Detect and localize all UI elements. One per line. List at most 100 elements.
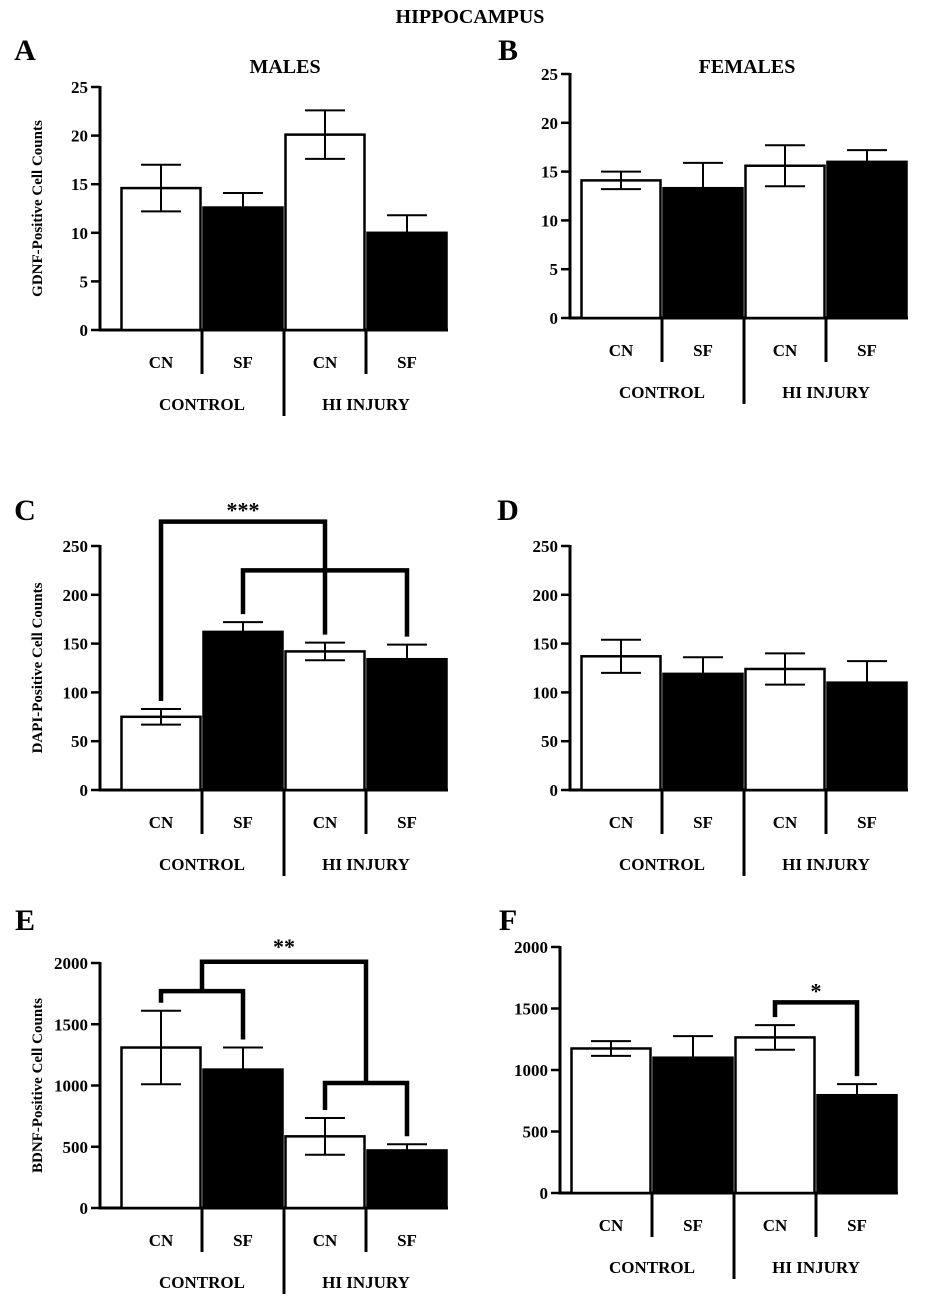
significance-bracket <box>158 988 246 1040</box>
y-tick-label: 500 <box>523 1123 549 1142</box>
bar-cn-1 <box>580 655 662 792</box>
panel-letter: E <box>15 904 35 937</box>
x-category-label: CN <box>609 341 634 360</box>
panel-c: C DAPI-Positive Cell Counts 0 50 100 150 200 25… <box>14 494 448 876</box>
bar-sf-2 <box>662 186 744 320</box>
x-group-label: HI INJURY <box>322 395 410 414</box>
significance-bracket <box>240 568 410 637</box>
y-tick-label: 1000 <box>514 1061 548 1080</box>
significance-bracket <box>199 959 369 1084</box>
x-group-label: HI INJURY <box>322 1273 410 1292</box>
y-tick-label: 500 <box>63 1138 89 1157</box>
x-category-label: SF <box>233 813 253 832</box>
bar-sf-2 <box>202 206 284 332</box>
panel-title: MALES <box>249 56 320 78</box>
x-category-label: SF <box>233 353 253 372</box>
x-group-label: HI INJURY <box>782 383 870 402</box>
panel-e: E BDNF-Positive Cell Counts 0 500 1000 1500 20… <box>15 904 448 1294</box>
bar-sf-4 <box>826 681 908 792</box>
significance-label: *** <box>227 498 260 523</box>
y-tick-label: 100 <box>533 683 559 702</box>
bar-sf-2 <box>202 1068 284 1210</box>
bar-sf-2 <box>202 630 284 792</box>
x-category-label: SF <box>693 341 713 360</box>
bar-sf-2 <box>662 672 744 792</box>
panel-b: B FEMALES 0 5 10 15 20 25 CN SF CN SF CONTROL HI INJU… <box>498 34 908 404</box>
y-axis-label: BDNF-Positive Cell Counts <box>30 998 46 1173</box>
panel-d: D 0 50 100 150 200 250 CN SF CN SF CONTROL HI INJURY <box>497 494 908 876</box>
bar-sf-4 <box>366 657 448 792</box>
x-category-label: CN <box>609 813 634 832</box>
y-tick-label: 0 <box>80 781 89 800</box>
x-category-label: CN <box>149 813 174 832</box>
x-category-label: SF <box>847 1216 867 1235</box>
y-tick-label: 15 <box>541 163 558 182</box>
significance-bracket <box>772 1000 860 1077</box>
x-group-label: CONTROL <box>619 383 705 402</box>
x-category-label: CN <box>773 341 798 360</box>
y-tick-label: 5 <box>80 272 89 291</box>
x-group-label: CONTROL <box>619 855 705 874</box>
y-tick-label: 200 <box>533 586 559 605</box>
bar-cn-1 <box>120 715 202 792</box>
y-tick-label: 200 <box>63 586 89 605</box>
bar-cn-1 <box>580 179 662 320</box>
y-tick-label: 2000 <box>514 938 548 957</box>
x-category-label: CN <box>313 1231 338 1250</box>
x-category-label: SF <box>857 341 877 360</box>
x-group-label: CONTROL <box>159 395 245 414</box>
panel-a: A MALES GDNF-Positive Cell Counts 0 5 10 15 20 2… <box>14 34 448 416</box>
bar-cn-1 <box>570 1047 652 1195</box>
y-tick-label: 1500 <box>54 1015 88 1034</box>
x-category-label: CN <box>763 1216 788 1235</box>
x-group-label: HI INJURY <box>322 855 410 874</box>
y-axis-label: DAPI-Positive Cell Counts <box>30 582 46 753</box>
panel-f: F 0 500 1000 1500 2000 CN SF CN SF CONTROL HI INJUR… <box>499 904 898 1279</box>
y-tick-label: 25 <box>541 65 558 84</box>
panel-letter: B <box>498 34 518 67</box>
x-category-label: CN <box>149 353 174 372</box>
bar-cn-3 <box>744 667 826 792</box>
y-tick-label: 50 <box>541 732 558 751</box>
x-group-label: HI INJURY <box>782 855 870 874</box>
x-category-label: CN <box>149 1231 174 1250</box>
bar-sf-2 <box>652 1056 734 1195</box>
bar-cn-3 <box>284 650 366 792</box>
y-tick-label: 20 <box>541 114 558 133</box>
bar-sf-4 <box>816 1093 898 1195</box>
panel-letter: F <box>499 904 517 937</box>
x-group-label: CONTROL <box>159 1273 245 1292</box>
y-tick-label: 10 <box>541 211 558 230</box>
y-tick-label: 150 <box>533 635 559 654</box>
x-category-label: SF <box>857 813 877 832</box>
x-category-label: CN <box>313 813 338 832</box>
x-category-label: SF <box>683 1216 703 1235</box>
y-tick-label: 15 <box>71 175 88 194</box>
significance-label: * <box>811 978 822 1003</box>
y-tick-label: 250 <box>63 537 89 556</box>
bar-cn-3 <box>734 1036 816 1195</box>
y-tick-label: 0 <box>540 1184 549 1203</box>
y-axis-label: GDNF-Positive Cell Counts <box>30 120 46 297</box>
bar-cn-3 <box>744 164 826 320</box>
panel-letter: A <box>14 34 36 67</box>
figure-title: HIPPOCAMPUS <box>395 6 545 28</box>
bar-sf-4 <box>366 231 448 332</box>
y-tick-label: 0 <box>80 321 89 340</box>
panel-title: FEMALES <box>699 56 796 78</box>
y-tick-label: 0 <box>80 1199 89 1218</box>
panel-letter: D <box>497 494 519 527</box>
y-tick-label: 100 <box>63 683 89 702</box>
y-tick-label: 10 <box>71 224 88 243</box>
x-category-label: SF <box>233 1231 253 1250</box>
x-category-label: SF <box>397 813 417 832</box>
x-category-label: CN <box>313 353 338 372</box>
y-tick-label: 250 <box>533 537 559 556</box>
significance-bracket <box>322 1080 410 1137</box>
y-tick-label: 0 <box>550 309 559 328</box>
x-category-label: SF <box>397 353 417 372</box>
y-tick-label: 1000 <box>54 1077 88 1096</box>
panel-letter: C <box>14 494 36 527</box>
x-category-label: CN <box>599 1216 624 1235</box>
